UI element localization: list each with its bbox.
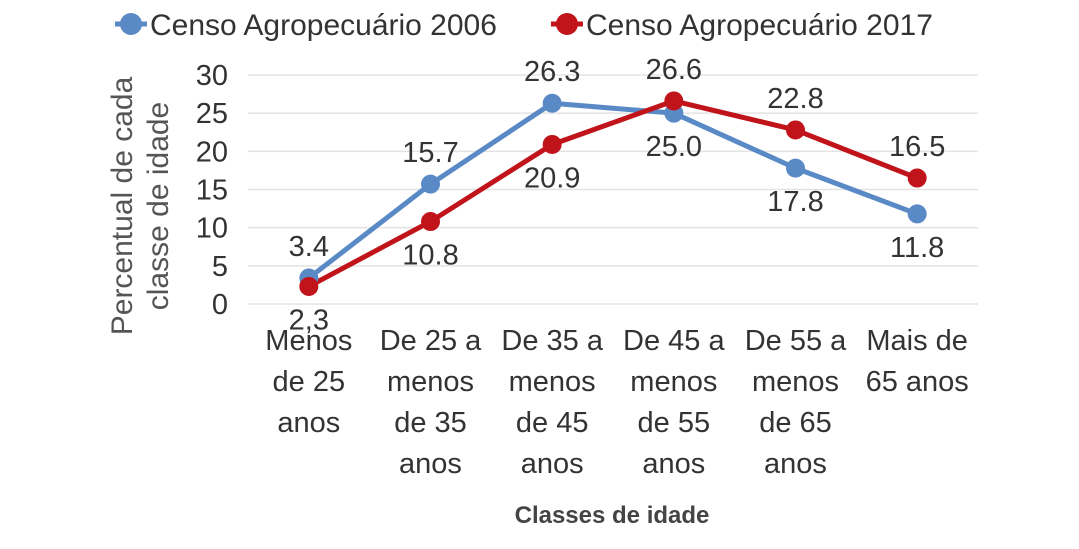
data-label: 3.4 xyxy=(289,231,329,263)
series-group xyxy=(299,91,927,296)
y-axis: 0 5 10 15 20 25 30 xyxy=(196,60,228,321)
data-point xyxy=(542,93,562,113)
data-point xyxy=(907,168,927,188)
legend-marker xyxy=(556,13,578,35)
data-point xyxy=(664,91,684,111)
data-point xyxy=(542,134,562,154)
data-point xyxy=(299,276,319,296)
data-label: 15.7 xyxy=(402,137,458,169)
legend-label: Censo Agropecuário 2017 xyxy=(586,9,933,42)
data-label: 20.9 xyxy=(524,162,580,194)
data-label: 25.0 xyxy=(646,131,702,163)
y-axis-title: Percentual de cada classe de idade xyxy=(106,76,175,335)
x-tick-label: Menos de 25 anos xyxy=(265,325,352,439)
data-label: 11.8 xyxy=(890,232,944,264)
y-tick-label: 5 xyxy=(212,251,228,283)
x-tick-label: Mais de 65 anos xyxy=(866,325,969,398)
data-point xyxy=(786,158,805,178)
data-point xyxy=(421,212,440,232)
data-label: 10.8 xyxy=(402,240,458,272)
data-point xyxy=(786,120,805,140)
data-point xyxy=(907,204,927,224)
series-line-2 xyxy=(306,98,920,289)
data-point xyxy=(421,174,440,194)
gridlines xyxy=(248,74,978,305)
y-axis-title-line: classe de idade xyxy=(142,102,175,310)
y-tick-label: 25 xyxy=(196,98,228,130)
x-tick-label: De 35 a menos de 45 anos xyxy=(501,325,603,480)
data-label: 22.8 xyxy=(767,83,823,115)
y-tick-label: 20 xyxy=(196,136,228,168)
y-tick-label: 15 xyxy=(196,175,228,207)
series-line-1 xyxy=(306,100,920,281)
x-tick-label: De 55 a menos de 65 anos xyxy=(745,325,847,480)
data-label: 17.8 xyxy=(767,186,823,218)
x-tick-label: De 25 a menos de 35 anos xyxy=(380,325,482,480)
legend-label: Censo Agropecuário 2006 xyxy=(150,9,497,42)
data-label: 26.3 xyxy=(524,56,580,88)
data-label: 16.5 xyxy=(889,131,945,163)
y-tick-label: 0 xyxy=(212,289,228,321)
x-tick-label: De 45 a menos de 55 anos xyxy=(623,325,725,480)
legend: Censo Agropecuário 2006 Censo Agropecuári… xyxy=(115,9,933,42)
y-axis-title-line: Percentual de cada xyxy=(106,76,139,335)
data-label: 26.6 xyxy=(646,54,702,86)
data-labels: 3.4 15.7 26.3 25.0 17.8 11.8 2,3 10.8 20.9 26.6 22… xyxy=(289,54,946,336)
y-tick-label: 10 xyxy=(196,213,228,245)
data-label: 2,3 xyxy=(289,304,329,336)
legend-marker xyxy=(120,13,142,35)
x-axis-title: Classes de idade xyxy=(515,502,710,529)
y-tick-label: 30 xyxy=(196,60,228,92)
